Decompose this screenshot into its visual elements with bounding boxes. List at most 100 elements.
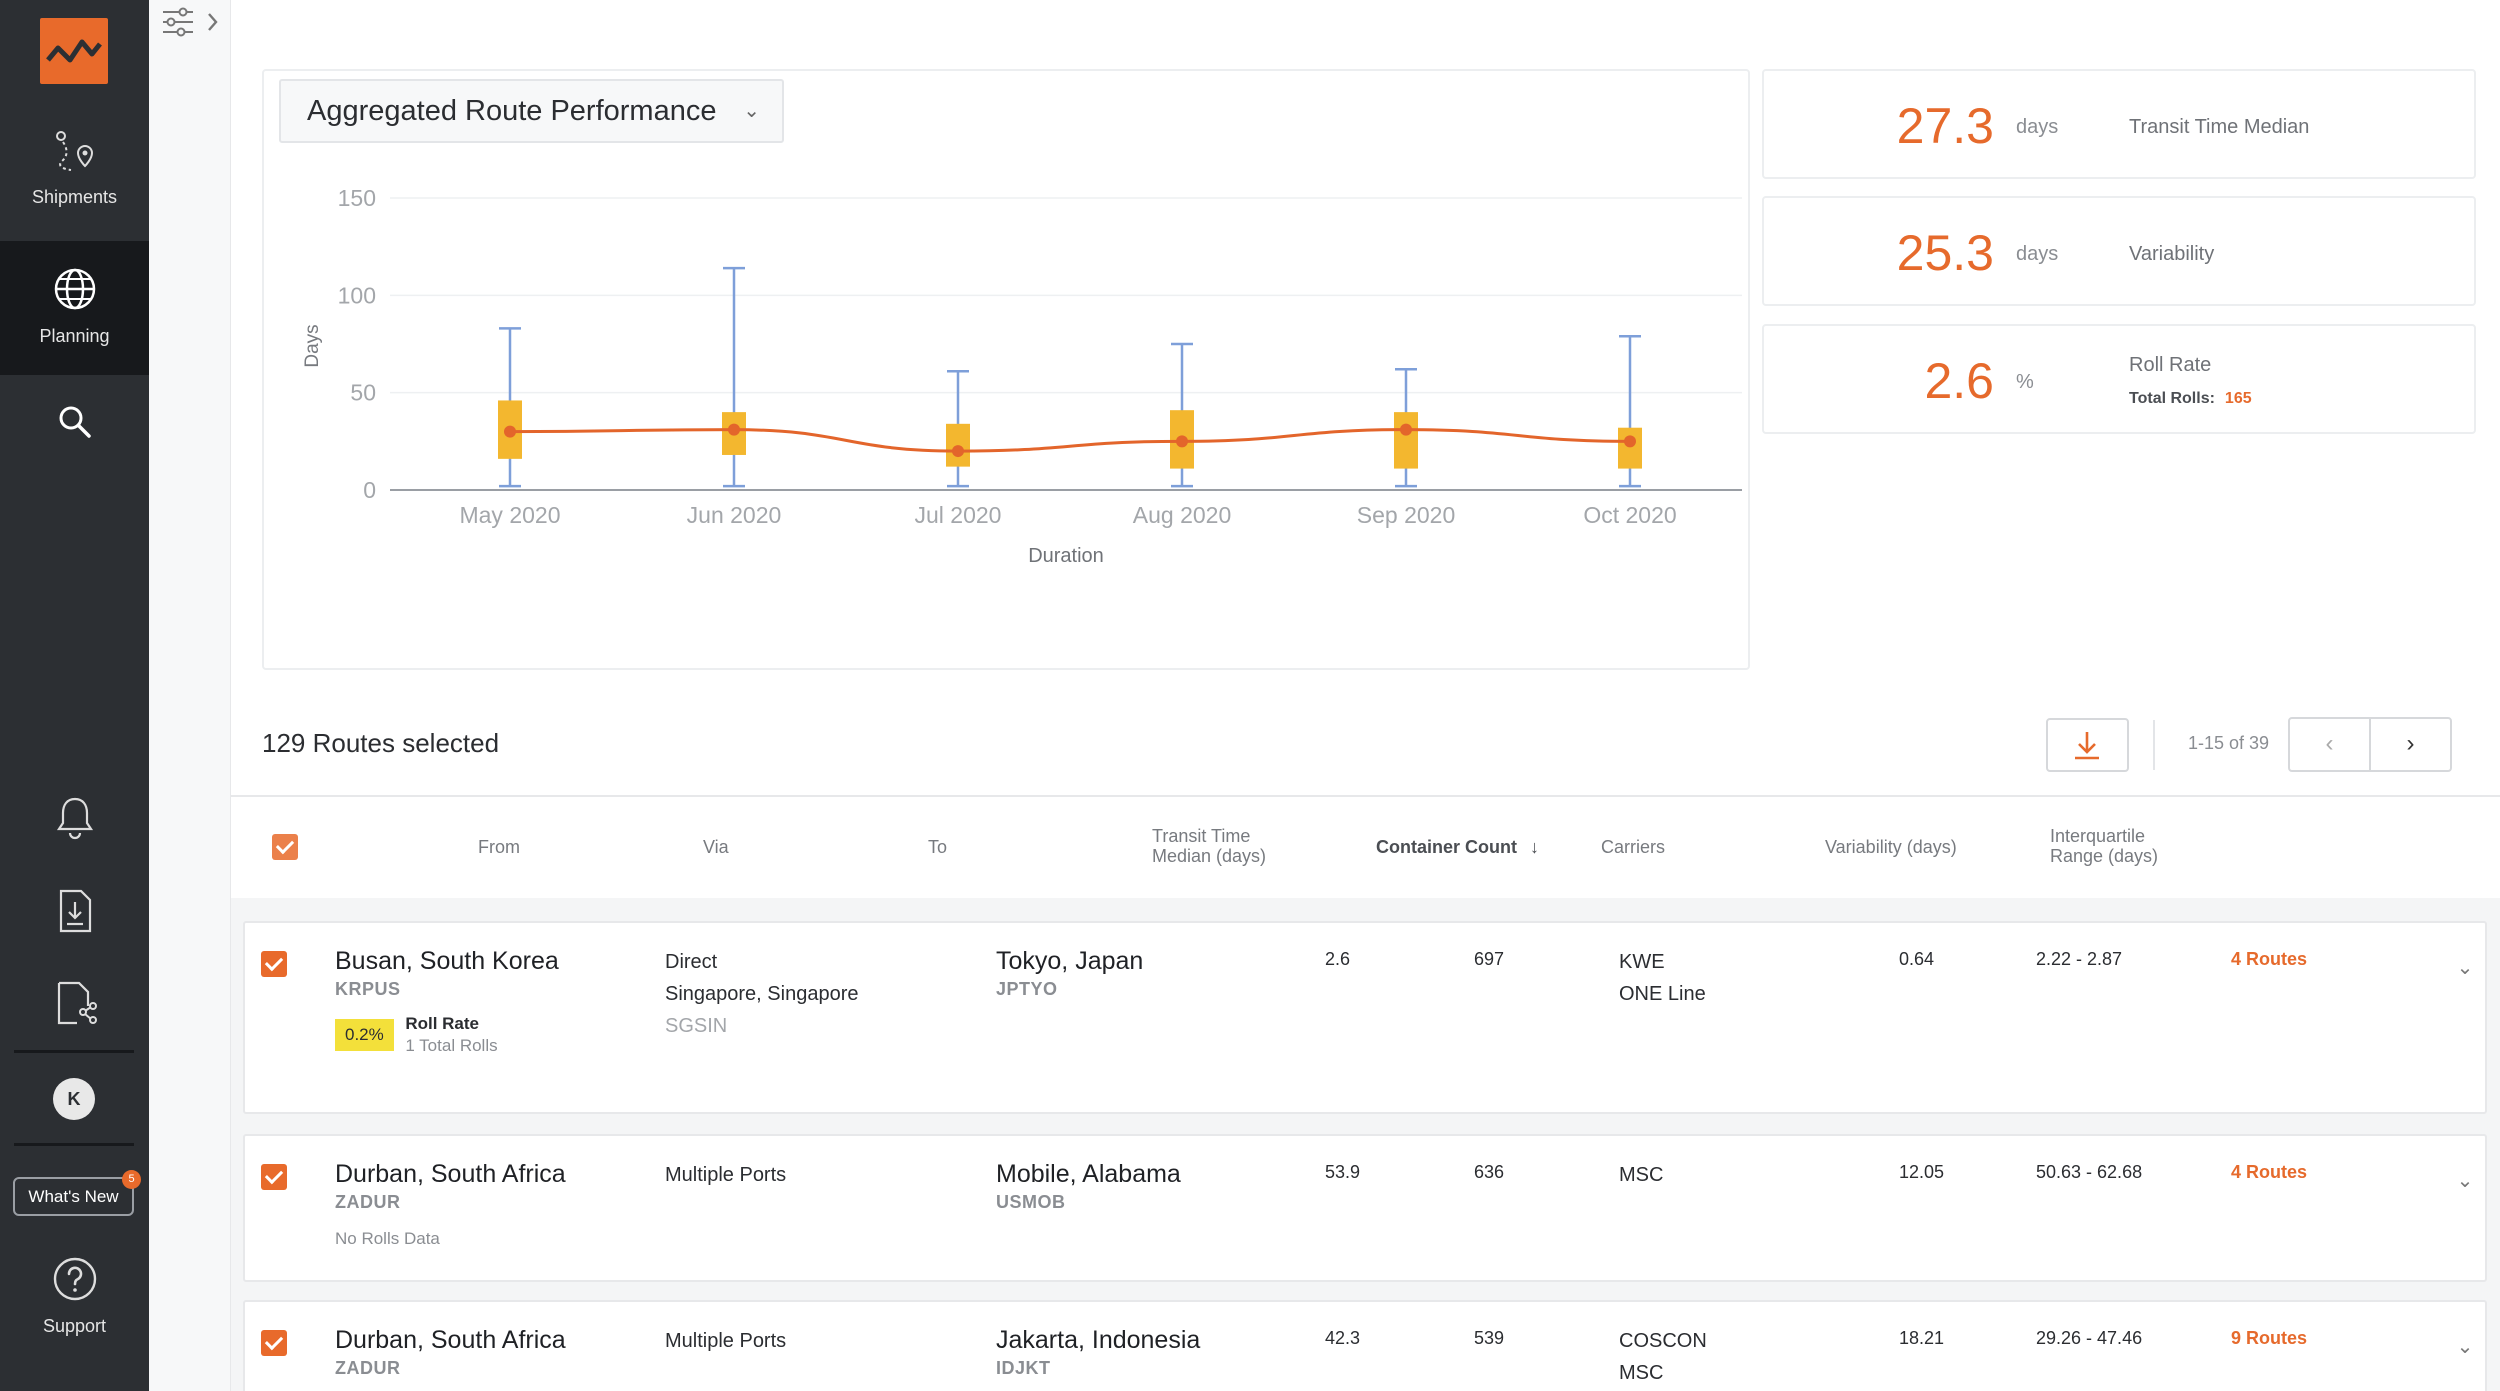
table-row[interactable]: Durban, South Africa ZADUR No Rolls Data… xyxy=(243,1134,2487,1282)
roll-rate-info: 0.2% Roll Rate 1 Total Rolls xyxy=(335,1013,559,1057)
kpi-roll-rate: 2.6 % Roll Rate Total Rolls: 165 xyxy=(1762,324,2476,434)
carrier-1: KWE xyxy=(1619,951,1665,973)
roll-rate-badge: 0.2% xyxy=(335,1019,394,1051)
kpi-unit: % xyxy=(2016,371,2034,393)
via-cell: Multiple Ports xyxy=(665,1325,786,1357)
x-tick-label: Jun 2020 xyxy=(687,502,782,528)
app-logo[interactable] xyxy=(40,18,108,84)
column-transit-time-line1: Transit Time xyxy=(1152,826,1251,846)
route-performance-chart: 150 100 50 0 May 2020 Jun 2020 Jul 2020 Aug 20… xyxy=(302,185,1742,567)
container-cell: 539 xyxy=(1474,1328,1505,1348)
table-row[interactable]: Busan, South Korea KRPUS 0.2% Roll Rate … xyxy=(243,921,2487,1114)
shared-files-button[interactable] xyxy=(0,980,149,1031)
from-code: ZADUR xyxy=(335,1192,401,1212)
column-iqr-line2: Range (days) xyxy=(2050,846,2159,866)
row-checkbox[interactable] xyxy=(261,1164,287,1190)
toolbar-divider xyxy=(2153,720,2155,770)
next-page-button[interactable]: › xyxy=(2369,717,2452,772)
to-code: IDJKT xyxy=(996,1358,1051,1378)
via-cell: Direct Singapore, Singapore SGSIN xyxy=(665,946,858,1042)
column-from[interactable]: From xyxy=(478,837,520,857)
column-variability[interactable]: Variability (days) xyxy=(1825,837,1957,857)
column-via[interactable]: Via xyxy=(703,837,729,857)
from-city: Durban, South Africa xyxy=(335,1326,566,1354)
column-to[interactable]: To xyxy=(928,837,948,857)
via-line2: Singapore, Singapore xyxy=(665,983,859,1005)
routes-link[interactable]: 4 Routes xyxy=(2231,949,2308,969)
from-code: KRPUS xyxy=(335,979,401,999)
sidebar-item-search[interactable] xyxy=(0,402,149,447)
median-point xyxy=(1400,423,1412,436)
kpi-value: 25.3 xyxy=(1896,225,1994,281)
y-tick-label: 150 xyxy=(338,185,376,211)
sidebar-item-planning[interactable]: Planning xyxy=(0,241,149,375)
iqr-cell: 2.22 - 2.87 xyxy=(2036,949,2123,969)
column-iqr[interactable]: Interquartile Range (days) xyxy=(2050,826,2158,866)
to-code: JPTYO xyxy=(996,979,1058,999)
select-all-checkbox[interactable] xyxy=(272,834,298,860)
to-code: USMOB xyxy=(996,1192,1066,1212)
chevron-left-icon: ‹ xyxy=(2325,730,2334,757)
sidebar-item-label: Shipments xyxy=(31,187,118,207)
kpi-value: 27.3 xyxy=(1896,98,1994,154)
roll-rate-sub: 1 Total Rolls xyxy=(405,1036,498,1055)
total-rolls-value: 165 xyxy=(2224,390,2252,407)
total-rolls-label: Total Rolls: xyxy=(2129,390,2215,407)
expand-row-button[interactable]: ⌄ xyxy=(2445,1161,2485,1201)
to-cell: Tokyo, Japan JPTYO xyxy=(996,945,1143,1001)
to-cell: Mobile, Alabama USMOB xyxy=(996,1158,1181,1214)
carrier-2: ONE Line xyxy=(1619,983,1706,1005)
table-row[interactable]: Durban, South Africa ZADUR Multiple Port… xyxy=(243,1300,2487,1391)
report-type-dropdown[interactable]: Aggregated Route Performance ⌄ xyxy=(279,79,784,143)
via-cell: Multiple Ports xyxy=(665,1159,786,1191)
carrier-1: MSC xyxy=(1619,1164,1664,1186)
via-line1: Multiple Ports xyxy=(665,1330,787,1352)
whats-new-label: What's New xyxy=(28,1187,119,1206)
prev-page-button[interactable]: ‹ xyxy=(2288,717,2371,772)
user-avatar[interactable]: K xyxy=(53,1078,95,1120)
from-city: Durban, South Africa xyxy=(335,1160,566,1188)
median-point xyxy=(952,445,964,458)
chevron-down-icon: ⌄ xyxy=(2456,1336,2474,1358)
from-code: ZADUR xyxy=(335,1358,401,1378)
box-oct-2020 xyxy=(1618,427,1642,469)
notifications-button[interactable] xyxy=(0,795,149,846)
x-axis-title: Duration xyxy=(1028,545,1104,567)
column-carriers[interactable]: Carriers xyxy=(1601,837,1666,857)
expand-row-button[interactable]: ⌄ xyxy=(2445,948,2485,988)
via-line1: Direct xyxy=(665,951,718,973)
routes-link[interactable]: 9 Routes xyxy=(2231,1328,2308,1348)
to-city: Jakarta, Indonesia xyxy=(996,1326,1201,1354)
whats-new-button[interactable]: What's New 5 xyxy=(13,1170,141,1216)
kpi-name: Roll Rate xyxy=(2129,354,2212,376)
support-label: Support xyxy=(42,1316,107,1336)
row-checkbox[interactable] xyxy=(261,1330,287,1356)
dropdown-label: Aggregated Route Performance xyxy=(307,95,717,127)
chart-gridlines xyxy=(390,197,1742,491)
expand-row-button[interactable]: ⌄ xyxy=(2445,1327,2485,1367)
carrier-2: MSC xyxy=(1619,1362,1664,1384)
support-button[interactable]: Support xyxy=(0,1255,149,1337)
via-code: SGSIN xyxy=(665,1015,728,1037)
pagination-text: 1-15 of 39 xyxy=(2188,733,2270,753)
sidebar-item-shipments[interactable]: Shipments xyxy=(0,128,149,208)
row-checkbox[interactable] xyxy=(261,951,287,977)
downloads-button[interactable] xyxy=(0,888,149,939)
x-tick-label: Oct 2020 xyxy=(1583,502,1676,528)
sidebar-divider xyxy=(14,1050,134,1053)
column-container-count[interactable]: Container Count ↓ xyxy=(1376,837,1539,857)
y-tick-label: 100 xyxy=(338,282,376,308)
download-button[interactable] xyxy=(2046,718,2129,772)
kpi-unit: days xyxy=(2016,116,2059,138)
routes-link[interactable]: 4 Routes xyxy=(2231,1162,2308,1182)
filter-toggle-button[interactable] xyxy=(159,4,229,40)
median-point xyxy=(1624,435,1636,448)
chevron-down-icon: ⌄ xyxy=(2456,957,2474,979)
carriers-cell: COSCON MSC xyxy=(1619,1325,1707,1389)
x-axis-ticks: May 2020 Jun 2020 Jul 2020 Aug 2020 Sep 2020… xyxy=(459,502,1676,528)
from-cell: Durban, South Africa ZADUR xyxy=(335,1324,566,1380)
y-axis-ticks: 150 100 50 0 xyxy=(338,185,376,503)
whats-new-badge: 5 xyxy=(122,1170,141,1189)
no-rolls-text: No Rolls Data xyxy=(335,1229,440,1248)
column-transit-time[interactable]: Transit Time Median (days) xyxy=(1152,826,1266,866)
